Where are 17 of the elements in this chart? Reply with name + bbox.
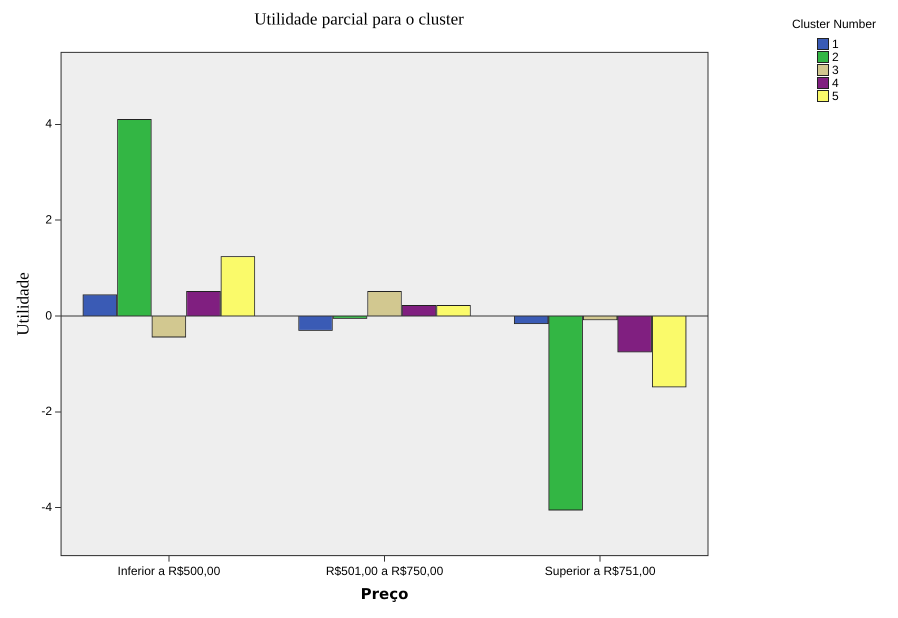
legend-title: Cluster Number <box>790 17 878 31</box>
y-tick-label: 4 <box>45 116 52 131</box>
x-tick-label: Inferior a R$500,00 <box>118 564 221 578</box>
y-axis-title: Utilidade <box>14 272 33 336</box>
y-tick-label: 0 <box>45 308 52 322</box>
chart-title: Utilidade parcial para o cluster <box>254 10 464 29</box>
legend-label: 2 <box>832 50 839 64</box>
y-tick-label: -2 <box>41 404 52 418</box>
x-tick-label: R$501,00 a R$750,00 <box>326 564 444 578</box>
legend-label: 4 <box>832 76 839 90</box>
y-tick-label: -4 <box>41 500 52 514</box>
x-axis-title: Preço <box>360 584 408 603</box>
x-tick-label: Superior a R$751,00 <box>544 564 656 578</box>
y-tick-label: 2 <box>45 212 52 226</box>
legend-label: 5 <box>832 88 839 102</box>
legend-label: 3 <box>832 62 839 76</box>
legend-label: 1 <box>832 36 839 50</box>
